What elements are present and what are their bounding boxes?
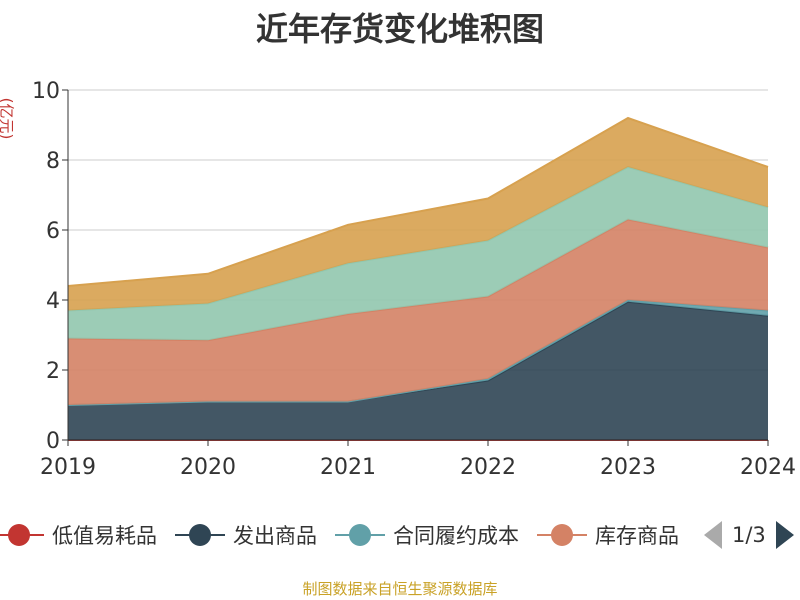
legend: 低值易耗品 发出商品 合同履约成本 库存商品 1/3	[0, 518, 800, 552]
legend-item[interactable]: 库存商品	[537, 520, 679, 550]
legend-items: 低值易耗品 发出商品 合同履约成本 库存商品	[0, 520, 694, 550]
stacked-area-chart: 0 2 4 6 8 10 2019 2020 2021 2022 2023 2024	[32, 79, 796, 480]
chart-title: 近年存货变化堆积图	[255, 10, 544, 48]
y-tick-label: 2	[46, 359, 60, 384]
legend-next-page-button[interactable]	[775, 521, 794, 549]
area-series-line	[67, 116, 769, 287]
legend-item-label: 合同履约成本	[393, 524, 519, 548]
legend-item-label: 发出商品	[233, 524, 317, 548]
x-tick-label: 2021	[320, 455, 376, 480]
legend-pager: 1/3	[704, 521, 794, 549]
y-tick-label: 8	[46, 149, 60, 174]
legend-marker-icon	[0, 523, 44, 547]
x-tick-label: 2019	[40, 455, 96, 480]
legend-item-label: 库存商品	[595, 524, 679, 548]
x-tick-label: 2023	[600, 455, 656, 480]
legend-marker-icon	[175, 523, 225, 547]
area-series-发出商品	[68, 301, 768, 440]
area-series-unnamed	[68, 167, 768, 341]
x-tick-label: 2020	[180, 455, 236, 480]
area-series-库存商品	[68, 219, 768, 405]
source-note: 制图数据来自恒生聚源数据库	[302, 580, 498, 598]
legend-page-indicator: 1/3	[732, 523, 766, 547]
y-tick-label: 0	[46, 429, 60, 454]
x-tick-label: 2022	[460, 455, 516, 480]
legend-marker-icon	[335, 523, 385, 547]
legend-item-label: 低值易耗品	[52, 524, 157, 548]
legend-item[interactable]: 发出商品	[175, 520, 317, 550]
legend-item[interactable]: 低值易耗品	[0, 520, 157, 550]
axes: 0 2 4 6 8 10 2019 2020 2021 2022 2023 2024	[32, 79, 796, 480]
legend-marker-icon	[537, 523, 587, 547]
area-series	[67, 116, 769, 441]
legend-item[interactable]: 合同履约成本	[335, 520, 519, 550]
y-tick-label: 10	[32, 79, 60, 104]
y-tick-label: 6	[46, 219, 60, 244]
y-tick-label: 4	[46, 289, 60, 314]
legend-prev-page-button[interactable]	[704, 521, 722, 549]
x-tick-label: 2024	[740, 455, 796, 480]
